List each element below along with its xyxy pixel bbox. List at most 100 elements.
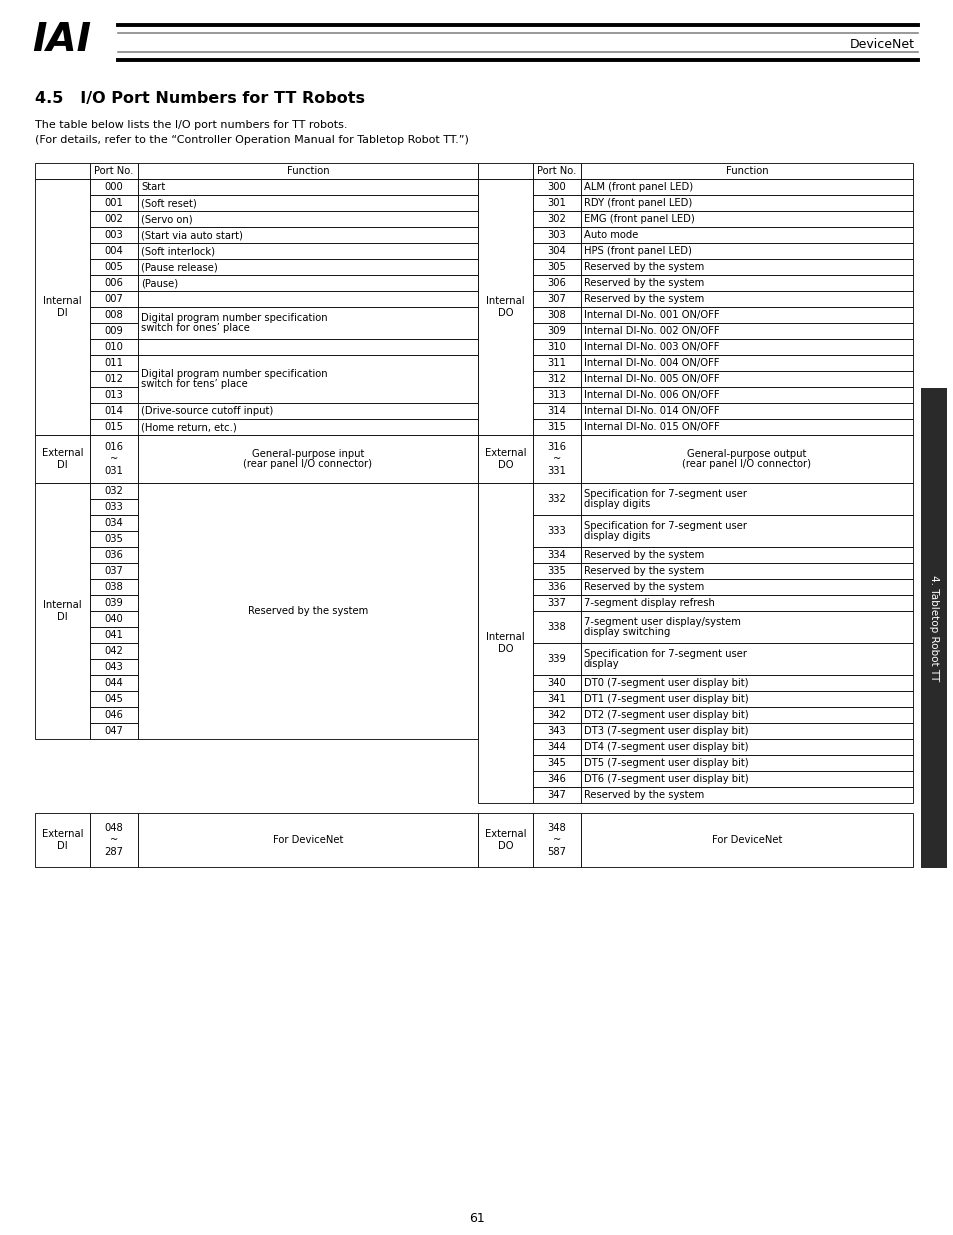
Text: 048
~
287: 048 ~ 287 [105, 824, 123, 857]
Bar [90, 813, 138, 867]
Text: DeviceNet: DeviceNet [849, 37, 914, 51]
Text: External
DO: External DO [484, 448, 526, 469]
Bar [90, 659, 138, 676]
Text: DT1 (7-segment user display bit): DT1 (7-segment user display bit) [583, 694, 748, 704]
Bar [580, 547, 912, 563]
Bar [90, 627, 138, 643]
Bar [90, 354, 138, 370]
Text: 035: 035 [105, 534, 123, 543]
Bar [533, 308, 580, 324]
Bar [533, 163, 580, 179]
Text: (Soft reset): (Soft reset) [141, 198, 196, 207]
Text: Specification for 7-segment user: Specification for 7-segment user [583, 489, 746, 499]
Bar [580, 308, 912, 324]
Text: display digits: display digits [583, 531, 650, 541]
Bar [533, 195, 580, 211]
Text: 344: 344 [547, 742, 566, 752]
Text: 011: 011 [105, 358, 123, 368]
Bar [90, 227, 138, 243]
Text: Internal DI-No. 001 ON/OFF: Internal DI-No. 001 ON/OFF [583, 310, 719, 320]
Text: display digits: display digits [583, 499, 650, 509]
Text: Specification for 7-segment user: Specification for 7-segment user [583, 650, 746, 659]
Bar [90, 483, 138, 499]
Text: Reserved by the system: Reserved by the system [248, 606, 368, 616]
Text: Internal DI-No. 002 ON/OFF: Internal DI-No. 002 ON/OFF [583, 326, 719, 336]
Text: 345: 345 [547, 758, 566, 768]
Bar [580, 771, 912, 787]
Bar [35, 813, 90, 867]
Bar [580, 595, 912, 611]
Bar [138, 483, 477, 739]
Text: (Pause): (Pause) [141, 278, 178, 288]
Bar [533, 243, 580, 259]
Bar [580, 324, 912, 338]
Text: (Home return, etc.): (Home return, etc.) [141, 422, 236, 432]
Bar [90, 611, 138, 627]
Text: (rear panel I/O connector): (rear panel I/O connector) [681, 459, 811, 469]
Text: 005: 005 [105, 262, 123, 272]
Bar [477, 179, 533, 435]
Bar [533, 579, 580, 595]
Text: 307: 307 [547, 294, 566, 304]
Text: 041: 041 [105, 630, 123, 640]
Bar [90, 275, 138, 291]
Bar [90, 563, 138, 579]
Bar [580, 163, 912, 179]
Text: Port No.: Port No. [537, 165, 576, 177]
Text: DT3 (7-segment user display bit): DT3 (7-segment user display bit) [583, 726, 748, 736]
Text: 047: 047 [105, 726, 123, 736]
Bar [580, 275, 912, 291]
Text: (Start via auto start): (Start via auto start) [141, 230, 243, 240]
Bar [138, 243, 477, 259]
Text: 301: 301 [547, 198, 566, 207]
Bar [90, 531, 138, 547]
Text: (Servo on): (Servo on) [141, 214, 193, 224]
Bar [477, 435, 533, 483]
Text: 016
~
031: 016 ~ 031 [105, 442, 123, 475]
Bar [580, 643, 912, 676]
Bar [138, 195, 477, 211]
Text: For DeviceNet: For DeviceNet [273, 835, 343, 845]
Text: 302: 302 [547, 214, 566, 224]
Text: 033: 033 [105, 501, 123, 513]
Bar [533, 435, 580, 483]
Text: 037: 037 [105, 566, 123, 576]
Text: 311: 311 [547, 358, 566, 368]
Text: Internal
DI: Internal DI [43, 296, 82, 317]
Text: (Pause release): (Pause release) [141, 262, 217, 272]
Text: DT5 (7-segment user display bit): DT5 (7-segment user display bit) [583, 758, 748, 768]
Bar [580, 739, 912, 755]
Text: Reserved by the system: Reserved by the system [583, 278, 703, 288]
Text: External
DI: External DI [42, 448, 83, 469]
Text: 61: 61 [469, 1212, 484, 1224]
Bar [35, 483, 90, 739]
Text: Internal DI-No. 004 ON/OFF: Internal DI-No. 004 ON/OFF [583, 358, 719, 368]
Text: 034: 034 [105, 517, 123, 529]
Text: 007: 007 [105, 294, 123, 304]
Bar [477, 483, 533, 803]
Bar [138, 308, 477, 338]
Text: DT2 (7-segment user display bit): DT2 (7-segment user display bit) [583, 710, 748, 720]
Text: Digital program number specification: Digital program number specification [141, 369, 327, 379]
Text: 012: 012 [105, 374, 123, 384]
Text: ALM (front panel LED): ALM (front panel LED) [583, 182, 693, 191]
Text: 335: 335 [547, 566, 566, 576]
Text: 044: 044 [105, 678, 123, 688]
Text: 000: 000 [105, 182, 123, 191]
Text: Internal DI-No. 014 ON/OFF: Internal DI-No. 014 ON/OFF [583, 406, 719, 416]
Bar [90, 243, 138, 259]
Bar [90, 579, 138, 595]
Text: 310: 310 [547, 342, 566, 352]
Bar [138, 403, 477, 419]
Bar [90, 676, 138, 692]
Bar [90, 643, 138, 659]
Bar [580, 813, 912, 867]
Bar [90, 692, 138, 706]
Text: 342: 342 [547, 710, 566, 720]
Text: Digital program number specification: Digital program number specification [141, 312, 327, 324]
Bar [533, 227, 580, 243]
Text: RDY (front panel LED): RDY (front panel LED) [583, 198, 692, 207]
Text: Reserved by the system: Reserved by the system [583, 294, 703, 304]
Bar [533, 387, 580, 403]
Text: 009: 009 [105, 326, 123, 336]
